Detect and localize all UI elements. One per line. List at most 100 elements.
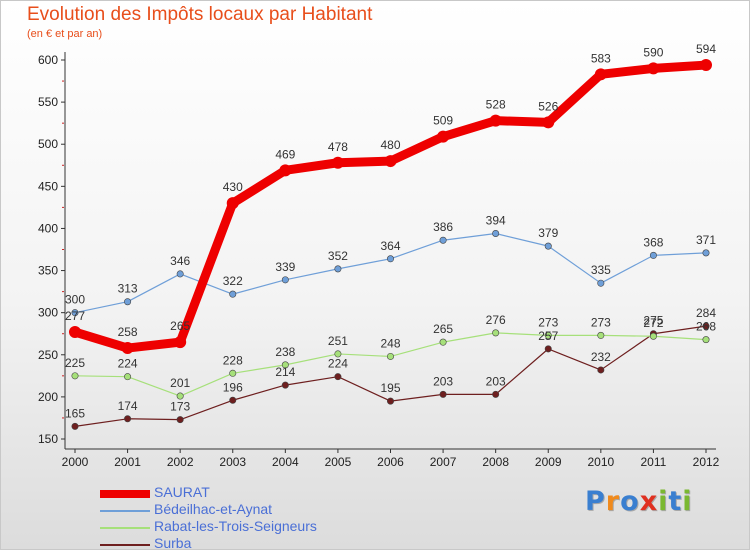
- data-label: 371: [696, 233, 716, 247]
- data-point: [649, 332, 657, 340]
- data-point: [647, 62, 660, 75]
- data-point: [384, 155, 397, 168]
- x-tick-label: 2010: [587, 455, 614, 469]
- logo-letter: o: [620, 486, 640, 517]
- data-point: [229, 396, 237, 404]
- data-point: [334, 265, 342, 273]
- data-label: 594: [696, 42, 716, 56]
- data-label: 583: [591, 51, 611, 65]
- data-point: [281, 276, 289, 284]
- data-point: [439, 390, 447, 398]
- data-label: 313: [118, 282, 138, 296]
- data-label: 526: [538, 99, 558, 113]
- legend-item: Bédeilhac-et-Aynat: [100, 501, 360, 519]
- y-tick-label: 400: [38, 221, 58, 235]
- data-label: 364: [380, 239, 400, 253]
- y-tick-label: 600: [38, 53, 58, 67]
- data-point: [702, 249, 710, 257]
- data-label: 214: [275, 365, 295, 379]
- data-label: 339: [275, 260, 295, 274]
- legend-label: Rabat-les-Trois-Seigneurs: [154, 518, 317, 534]
- series-line-0: [70, 60, 711, 353]
- x-tick-label: 2001: [114, 455, 141, 469]
- x-tick-label: 2004: [272, 455, 299, 469]
- data-label: 203: [486, 374, 506, 388]
- x-tick-label: 2005: [325, 455, 352, 469]
- data-label: 368: [643, 235, 663, 249]
- data-point: [176, 392, 184, 400]
- chart-legend: SAURAT Bédeilhac-et-Aynat Rabat-les-Trois-…: [100, 484, 360, 553]
- data-point: [124, 298, 132, 306]
- data-point: [439, 338, 447, 346]
- legend-item: Surba: [100, 535, 360, 553]
- data-point: [544, 345, 552, 353]
- data-point: [702, 322, 710, 330]
- data-label: 335: [591, 263, 611, 277]
- data-point: [386, 255, 394, 263]
- x-tick-label: 2000: [62, 455, 89, 469]
- data-label: 276: [486, 313, 506, 327]
- logo-letter: i: [658, 486, 669, 517]
- data-label: 173: [170, 400, 190, 414]
- data-label: 272: [643, 316, 663, 330]
- y-tick-label: 250: [38, 348, 58, 362]
- legend-label: Surba: [154, 535, 192, 551]
- data-point: [226, 197, 239, 210]
- x-tick-label: 2002: [167, 455, 194, 469]
- data-point: [492, 329, 500, 337]
- data-label: 284: [696, 306, 716, 320]
- data-point: [544, 242, 552, 250]
- data-label: 590: [643, 45, 663, 59]
- y-tick-label: 150: [38, 432, 58, 446]
- legend-label: SAURAT: [154, 484, 210, 500]
- data-label: 195: [380, 381, 400, 395]
- data-label: 394: [486, 213, 506, 227]
- data-point: [492, 390, 500, 398]
- data-label: 300: [65, 293, 85, 307]
- data-label: 386: [433, 220, 453, 234]
- data-label: 277: [65, 309, 85, 323]
- data-label: 257: [538, 329, 558, 343]
- data-point: [597, 279, 605, 287]
- data-point: [229, 369, 237, 377]
- data-label: 232: [591, 350, 611, 364]
- x-tick-label: 2012: [693, 455, 720, 469]
- data-label: 265: [170, 319, 190, 333]
- legend-swatch: [100, 544, 150, 546]
- proxiti-logo: Proxiti: [585, 486, 693, 517]
- data-point: [489, 114, 502, 127]
- data-label: 509: [433, 114, 453, 128]
- y-tick-label: 350: [38, 264, 58, 278]
- logo-letter: t: [668, 486, 683, 517]
- data-label: 273: [538, 315, 558, 329]
- data-point: [439, 236, 447, 244]
- y-tick-label: 450: [38, 179, 58, 193]
- data-point: [331, 156, 344, 169]
- data-point: [597, 331, 605, 339]
- x-tick-label: 2009: [535, 455, 562, 469]
- data-point: [334, 350, 342, 358]
- data-label: 201: [170, 376, 190, 390]
- data-point: [71, 422, 79, 430]
- data-label: 203: [433, 374, 453, 388]
- data-point: [281, 381, 289, 389]
- data-point: [334, 373, 342, 381]
- x-tick-label: 2006: [377, 455, 404, 469]
- y-tick-label: 300: [38, 306, 58, 320]
- data-label: 196: [223, 380, 243, 394]
- x-tick-label: 2003: [219, 455, 246, 469]
- legend-item: SAURAT: [100, 484, 360, 502]
- data-label: 273: [591, 315, 611, 329]
- logo-letter: x: [639, 486, 659, 517]
- data-point: [594, 68, 607, 81]
- chart-subtitle: (en € et par an): [27, 28, 103, 40]
- data-label: 224: [118, 357, 138, 371]
- data-point: [176, 270, 184, 278]
- data-point: [174, 336, 187, 349]
- data-label: 379: [538, 226, 558, 240]
- y-tick-label: 500: [38, 137, 58, 151]
- data-label: 346: [170, 254, 190, 268]
- legend-swatch: [100, 490, 150, 498]
- data-point: [702, 336, 710, 344]
